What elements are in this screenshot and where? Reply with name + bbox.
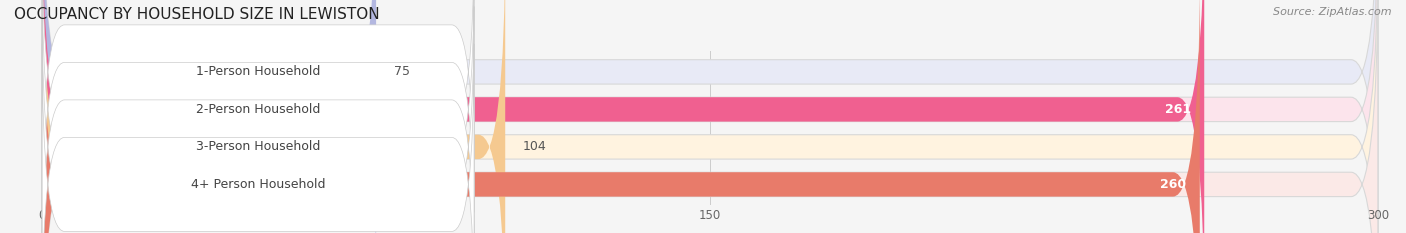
Text: 104: 104 xyxy=(523,140,547,153)
Text: 2-Person Household: 2-Person Household xyxy=(195,103,321,116)
FancyBboxPatch shape xyxy=(42,6,474,233)
Text: 260: 260 xyxy=(1160,178,1187,191)
Text: 1-Person Household: 1-Person Household xyxy=(195,65,321,78)
FancyBboxPatch shape xyxy=(42,0,1378,233)
Text: 75: 75 xyxy=(394,65,411,78)
FancyBboxPatch shape xyxy=(42,44,474,233)
FancyBboxPatch shape xyxy=(42,0,1199,233)
FancyBboxPatch shape xyxy=(42,0,1204,233)
Text: Source: ZipAtlas.com: Source: ZipAtlas.com xyxy=(1274,7,1392,17)
FancyBboxPatch shape xyxy=(42,0,474,233)
Text: 3-Person Household: 3-Person Household xyxy=(195,140,321,153)
FancyBboxPatch shape xyxy=(42,0,1378,233)
FancyBboxPatch shape xyxy=(42,0,1378,233)
FancyBboxPatch shape xyxy=(42,0,1378,233)
FancyBboxPatch shape xyxy=(42,0,505,233)
Text: 4+ Person Household: 4+ Person Household xyxy=(191,178,325,191)
FancyBboxPatch shape xyxy=(42,0,474,212)
Text: 261: 261 xyxy=(1164,103,1191,116)
FancyBboxPatch shape xyxy=(42,0,375,233)
Text: OCCUPANCY BY HOUSEHOLD SIZE IN LEWISTON: OCCUPANCY BY HOUSEHOLD SIZE IN LEWISTON xyxy=(14,7,380,22)
